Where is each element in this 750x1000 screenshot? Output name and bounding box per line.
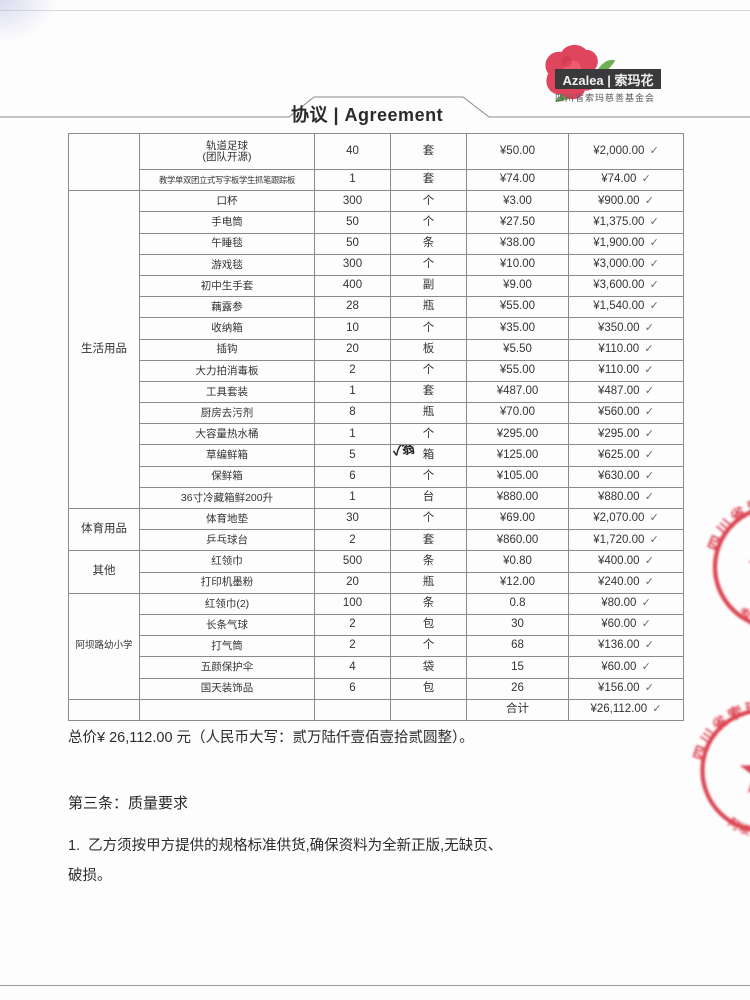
svg-text:四川省索玛慈善基金会: 四川省索玛慈善基金会 [692, 698, 750, 762]
svg-text:专用章: 专用章 [735, 605, 750, 633]
svg-text:四川省索玛慈善基金: 四川省索玛慈善基金 [705, 495, 750, 554]
